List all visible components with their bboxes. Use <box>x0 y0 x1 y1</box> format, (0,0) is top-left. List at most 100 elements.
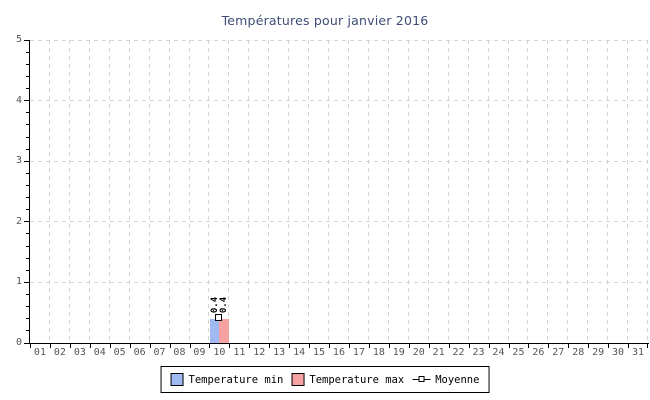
y-major-tick <box>24 40 29 41</box>
gridline-vertical <box>547 40 549 343</box>
bar-temperature-min <box>209 318 220 343</box>
x-axis-tick-label: 22 <box>452 347 465 358</box>
x-axis-tick <box>428 344 430 348</box>
x-axis-tick-label: 10 <box>213 347 226 358</box>
y-major-tick <box>24 160 29 162</box>
y-axis-tick-label: 4 <box>15 94 22 106</box>
x-axis-tick <box>329 344 330 348</box>
x-axis-tick <box>109 344 111 348</box>
x-axis-tick-label: 06 <box>133 347 146 358</box>
x-axis-tick <box>30 344 31 348</box>
x-axis-tick <box>368 344 370 348</box>
gridline-vertical <box>348 40 349 343</box>
x-axis-tick <box>528 344 530 348</box>
x-axis-tick-label: 16 <box>332 347 345 358</box>
x-axis-tick-label: 14 <box>293 347 306 358</box>
x-axis-tick <box>349 344 350 348</box>
gridline-vertical <box>208 40 210 343</box>
gridline-vertical <box>627 40 629 343</box>
gridline-vertical <box>248 40 250 343</box>
gridline-horizontal <box>30 39 648 41</box>
y-minor-tick <box>26 197 29 199</box>
gridline-vertical <box>128 40 130 343</box>
y-minor-tick <box>26 318 29 320</box>
y-minor-tick <box>26 294 29 295</box>
gridline-horizontal <box>30 100 648 102</box>
y-minor-tick <box>26 269 29 271</box>
y-minor-tick <box>26 112 29 114</box>
legend-swatch <box>291 373 305 386</box>
y-minor-tick <box>26 172 29 174</box>
x-axis-tick <box>647 344 648 348</box>
gridline-vertical <box>68 40 70 343</box>
x-axis-tick-label: 02 <box>53 347 66 358</box>
gridline-vertical <box>387 40 389 343</box>
x-axis-tick-label: 21 <box>432 347 445 358</box>
x-axis-tick-label: 23 <box>472 347 485 358</box>
x-axis-tick <box>309 344 311 348</box>
legend-item-temperature-min: Temperature min <box>170 373 283 386</box>
gridline-vertical <box>407 40 409 343</box>
x-axis-tick-label: 13 <box>273 347 286 358</box>
x-axis-tick <box>229 344 231 348</box>
x-axis-tick <box>69 344 71 348</box>
y-axis-line <box>29 40 30 344</box>
y-minor-tick <box>26 63 29 65</box>
y-axis-tick-label: 3 <box>15 155 22 167</box>
gridline-vertical <box>607 40 609 343</box>
x-axis-tick <box>289 344 291 348</box>
x-axis-tick-label: 28 <box>572 347 585 358</box>
x-axis-tick <box>189 344 191 348</box>
x-axis-tick-label: 08 <box>173 347 186 358</box>
gridline-vertical <box>288 40 290 343</box>
gridline-vertical <box>108 40 110 343</box>
x-axis-tick-label: 31 <box>632 347 645 358</box>
gridline-vertical <box>308 40 310 343</box>
y-minor-tick <box>26 245 29 247</box>
x-axis-tick <box>49 344 51 348</box>
x-axis-tick <box>448 344 450 348</box>
gridline-vertical <box>567 40 569 343</box>
legend-item-temperature-max: Temperature max <box>291 373 404 386</box>
x-axis-line <box>29 343 649 344</box>
x-axis-tick <box>628 344 630 348</box>
gridline-vertical <box>427 40 429 343</box>
bar-temperature-max <box>219 318 229 343</box>
y-major-tick <box>24 342 29 344</box>
y-minor-tick <box>26 148 29 150</box>
y-axis-tick-label: 1 <box>15 276 22 288</box>
y-major-tick <box>24 221 29 223</box>
x-axis-tick <box>608 344 610 348</box>
x-axis-tick <box>588 344 590 348</box>
y-minor-tick <box>26 75 29 77</box>
x-axis-tick-label: 05 <box>113 347 126 358</box>
gridline-horizontal <box>30 221 648 223</box>
legend-marker-icon <box>412 373 431 386</box>
x-axis-tick <box>169 344 171 348</box>
y-axis-tick-label: 0 <box>15 337 22 348</box>
legend-label: Moyenne <box>435 373 480 386</box>
gridline-vertical <box>48 40 50 343</box>
legend-marker-square <box>418 376 425 382</box>
gridline-vertical <box>467 40 469 343</box>
y-minor-tick <box>26 88 29 89</box>
x-axis-tick-label: 26 <box>532 347 545 358</box>
x-axis-tick-label: 09 <box>193 347 206 358</box>
legend-item-moyenne: Moyenne <box>412 373 479 386</box>
x-axis-tick-label: 27 <box>552 347 565 358</box>
y-axis-tick-label: 2 <box>15 215 22 227</box>
gridline-vertical <box>168 40 170 343</box>
x-axis-tick <box>89 344 91 348</box>
x-axis-tick-label: 30 <box>612 347 625 358</box>
gridline-horizontal <box>30 281 648 283</box>
gridline-vertical <box>367 40 369 343</box>
gridline-vertical <box>527 40 529 343</box>
x-axis-tick-label: 15 <box>313 347 326 358</box>
gridline-vertical <box>148 40 150 343</box>
y-axis-tick-label: 5 <box>15 34 22 45</box>
chart-title: Températures pour janvier 2016 <box>221 13 429 28</box>
y-minor-tick <box>26 233 29 235</box>
x-axis-tick <box>269 344 271 348</box>
gridline-vertical <box>587 40 589 343</box>
